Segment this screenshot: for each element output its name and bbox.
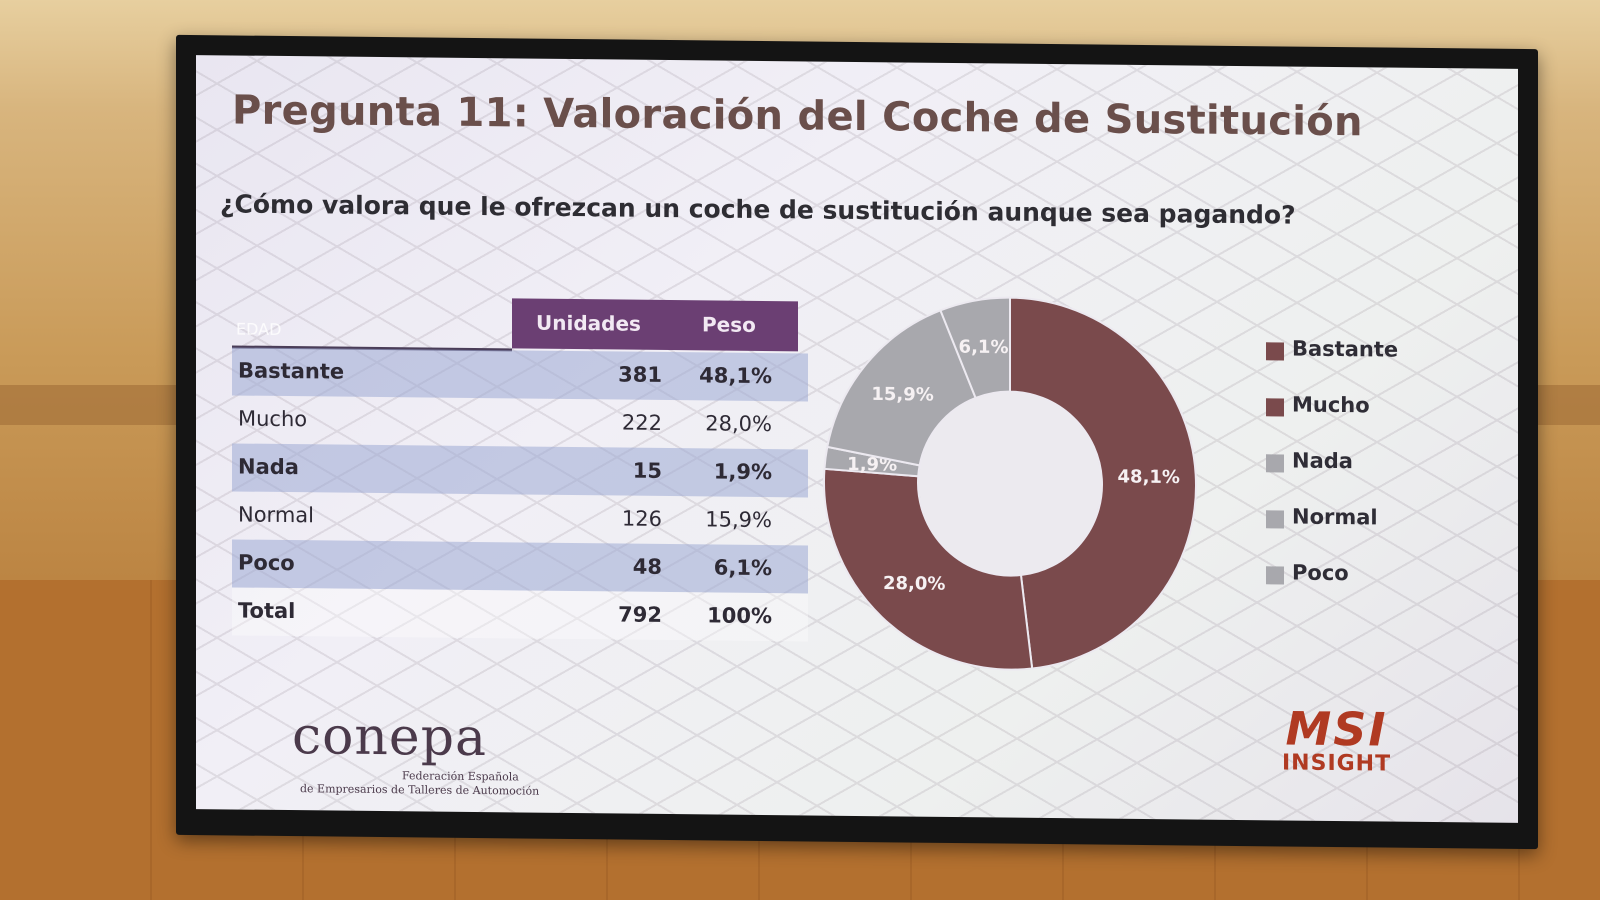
legend-label: Nada	[1292, 448, 1353, 474]
row-label: Poco	[238, 550, 295, 576]
total-label: Total	[238, 598, 296, 624]
header-box: Unidades Peso	[512, 298, 798, 352]
row-label: Mucho	[238, 406, 308, 432]
row-weight: 28,0%	[705, 411, 772, 437]
conepa-subtitle-2: de Empresarios de Talleres de Automoción	[300, 782, 540, 798]
donut-data-label: 15,9%	[871, 384, 933, 406]
donut-slice-poco	[939, 296, 1011, 400]
legend-swatch	[1266, 566, 1284, 585]
donut-data-label: 1,9%	[847, 454, 897, 476]
table-row: Normal 126 15,9%	[232, 491, 808, 545]
header-units: Unidades	[536, 310, 641, 336]
row-weight: 48,1%	[699, 363, 772, 389]
projection-screen: Pregunta 11: Valoración del Coche de Sus…	[176, 34, 1538, 850]
donut-data-label: 48,1%	[1118, 466, 1180, 488]
legend-swatch	[1266, 510, 1284, 529]
row-units: 48	[632, 554, 662, 579]
row-units: 15	[632, 458, 662, 483]
table-row: Bastante 381 48,1%	[232, 347, 808, 402]
legend-label: Poco	[1292, 560, 1349, 586]
table-total-row: Total 792 100%	[232, 587, 808, 642]
row-weight: 1,9%	[713, 459, 772, 485]
legend-swatch	[1266, 398, 1284, 417]
legend-label: Mucho	[1292, 392, 1370, 418]
conepa-subtitle-1: Federación Española	[402, 769, 519, 784]
row-label: Normal	[238, 502, 314, 528]
legend-label: Bastante	[1292, 336, 1399, 362]
donut-data-label: 6,1%	[959, 337, 1009, 359]
legend-swatch	[1266, 342, 1284, 361]
row-weight: 15,9%	[705, 507, 772, 533]
results-table: EDAD Unidades Peso Bastante 381 48,1% Mu…	[232, 295, 808, 642]
legend-label: Normal	[1292, 504, 1378, 530]
header-row-label: EDAD	[236, 319, 282, 339]
donut-slice-mucho	[823, 467, 1034, 671]
total-weight: 100%	[707, 603, 772, 629]
donut-hole	[919, 392, 1101, 575]
table-row: Mucho 222 28,0%	[232, 395, 808, 449]
table-header: EDAD Unidades Peso	[232, 295, 808, 353]
donut-chart: 48,1% 28,0% 1,9% 15,9% 6,1%	[823, 296, 1197, 671]
row-weight: 6,1%	[713, 555, 772, 581]
presentation-slide: Pregunta 11: Valoración del Coche de Sus…	[196, 55, 1518, 823]
table-row: Poco 48 6,1%	[232, 539, 808, 594]
donut-slice-normal	[826, 309, 977, 467]
conepa-wordmark: conepa	[292, 706, 487, 769]
table-row: Nada 15 1,9%	[232, 443, 808, 498]
row-units: 381	[618, 362, 662, 387]
row-label: Nada	[238, 454, 299, 480]
msi-subtitle: INSIGHT	[1282, 750, 1392, 777]
row-label: Bastante	[238, 358, 345, 384]
legend-swatch	[1266, 454, 1284, 473]
donut-data-label: 28,0%	[883, 573, 945, 595]
row-units: 126	[621, 506, 662, 531]
total-units: 792	[618, 602, 662, 627]
donut-slice-bastante	[1009, 296, 1197, 670]
header-weight: Peso	[702, 312, 756, 337]
row-units: 222	[621, 410, 662, 435]
msi-wordmark: MSI	[1285, 701, 1388, 757]
msi-insight-logo: MSI INSIGHT	[1282, 701, 1392, 777]
conepa-logo: conepa Federación Española de Empresario…	[292, 706, 539, 798]
